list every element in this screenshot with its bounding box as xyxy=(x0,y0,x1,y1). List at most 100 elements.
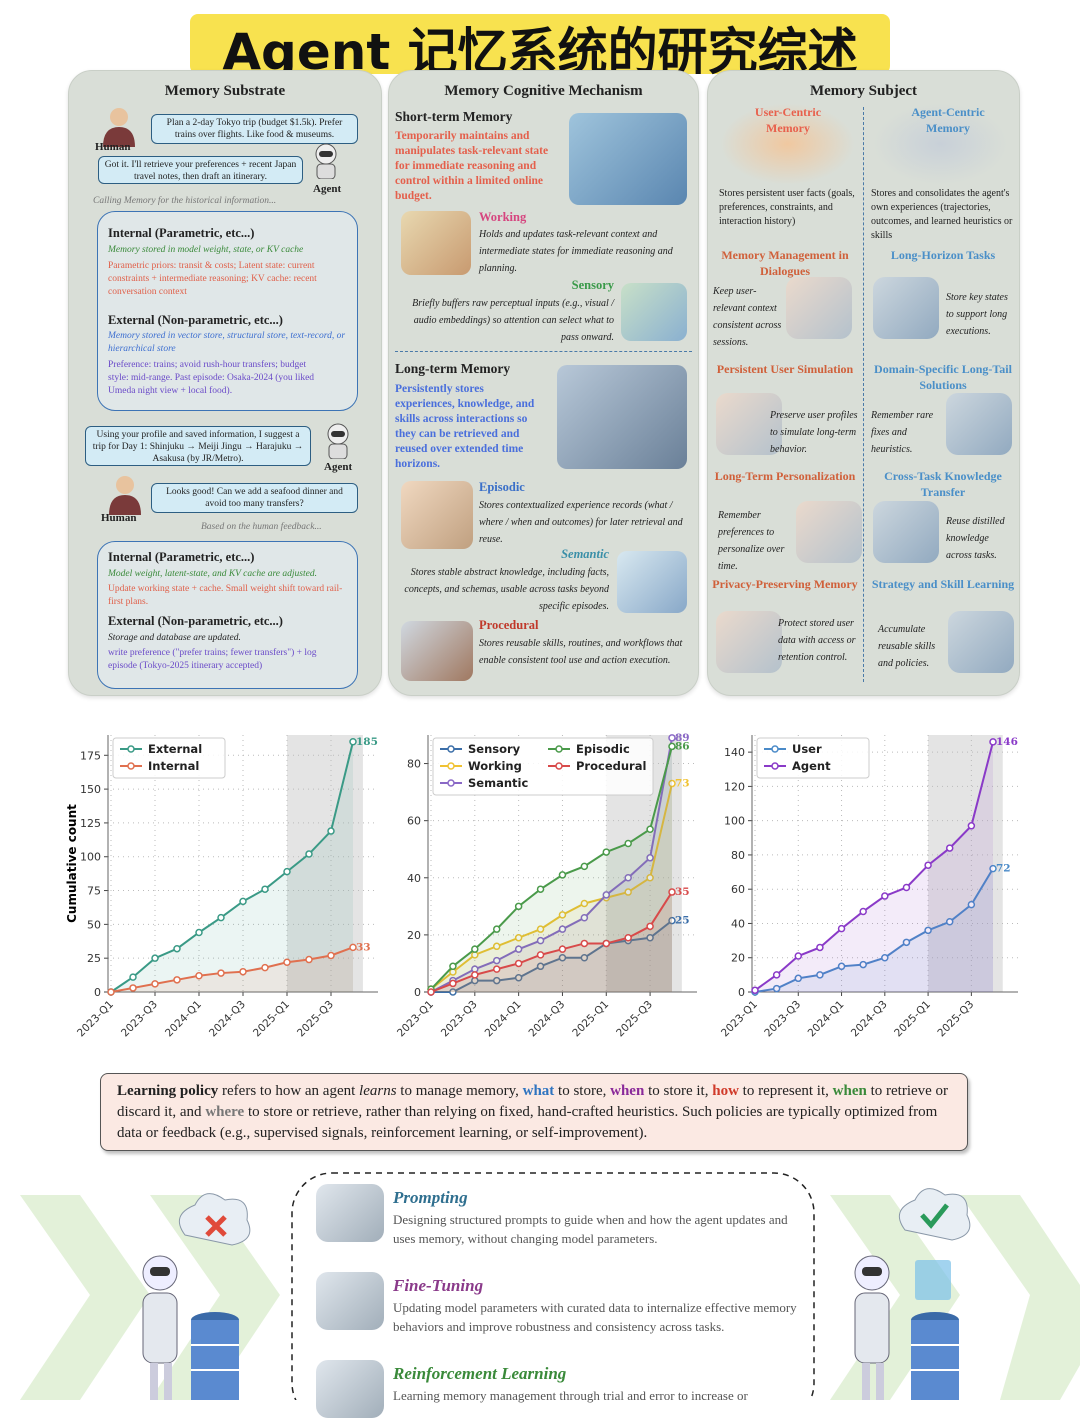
data-point xyxy=(668,779,676,788)
data-point xyxy=(624,839,632,848)
flow-note: Based on the human feedback... xyxy=(201,522,322,532)
speaker-label: Agent xyxy=(324,461,353,473)
human-icon xyxy=(109,476,141,515)
y-tick-label: 150 xyxy=(80,783,101,796)
data-point xyxy=(580,862,589,871)
policy-segment: to manage memory, xyxy=(396,1083,523,1099)
data-point xyxy=(305,955,313,964)
memory-example: write preference ("prefer trains; fewer … xyxy=(108,648,317,671)
section-definition: Persistently stores experiences, knowled… xyxy=(395,383,535,470)
data-point xyxy=(492,956,501,965)
legend-marker xyxy=(127,745,135,753)
item-desc: Store key states to support long executi… xyxy=(946,292,1008,337)
section-title: Long-term Memory xyxy=(395,361,511,376)
y-tick-label: 20 xyxy=(731,952,745,965)
method-title: Fine-Tuning xyxy=(393,1276,484,1295)
subject-desc: Stores and consolidates the agent's own … xyxy=(871,188,1013,241)
policy-segment: where xyxy=(205,1104,245,1120)
item-title: Long-Term Personalization xyxy=(714,469,856,483)
data-point xyxy=(349,943,357,952)
data-point xyxy=(602,939,611,948)
method-icon xyxy=(316,1184,384,1242)
data-point xyxy=(305,850,313,858)
chat-bubble: Using your profile and saved information… xyxy=(85,426,311,466)
series-line xyxy=(430,737,673,993)
data-point xyxy=(536,951,545,959)
legend-marker xyxy=(447,762,455,770)
subtype-title: Semantic xyxy=(561,547,609,561)
subtype-title: Episodic xyxy=(479,480,525,494)
y-tick-label: 140 xyxy=(724,746,745,759)
data-point xyxy=(646,933,654,942)
policy-segment: learns xyxy=(359,1083,397,1099)
policy-segment: to retrieve or discard it, and xyxy=(117,1083,949,1120)
illustration xyxy=(401,621,473,681)
value-label: 185 xyxy=(356,736,378,748)
robot-right xyxy=(854,1188,971,1400)
policy-segment: what xyxy=(522,1083,555,1099)
data-point xyxy=(492,965,501,973)
item-title: Persistent User Simulation xyxy=(716,362,854,376)
policy-segment: when xyxy=(610,1083,645,1099)
panel-header: Memory Substrate xyxy=(164,83,286,99)
data-point xyxy=(327,951,335,960)
legend-marker xyxy=(127,762,135,770)
method-icon xyxy=(316,1272,384,1330)
item-title: Privacy-Preserving Memory xyxy=(712,577,858,591)
x-tick-label: 2023-Q1 xyxy=(719,998,760,1039)
data-point xyxy=(514,959,523,968)
illustration xyxy=(873,277,939,339)
data-point xyxy=(558,911,567,919)
chat-bubble: Plan a 2-day Tokyo trip (budget $1.5k). … xyxy=(151,114,358,144)
legend-box xyxy=(432,737,654,796)
subject-desc: Stores persistent user facts (goals, pre… xyxy=(719,188,855,227)
legend-label: Procedural xyxy=(576,759,646,773)
data-point xyxy=(261,963,269,972)
y-tick-label: 40 xyxy=(407,872,421,885)
data-point xyxy=(195,928,203,937)
method-title: Prompting xyxy=(393,1188,468,1207)
data-point xyxy=(173,976,181,984)
mechanism-panel: Memory Cognitive Mechanism Short-term Me… xyxy=(388,70,699,696)
learning-policy-text: Learning policy refers to how an agent l… xyxy=(117,1083,948,1141)
method-icon xyxy=(316,1360,384,1418)
memory-box: Internal (Parametric, etc...) Model weig… xyxy=(97,541,358,689)
data-point xyxy=(668,742,676,751)
divider xyxy=(863,107,864,682)
method-desc: Updating model parameters with curated d… xyxy=(393,1300,797,1334)
subtype-title: Working xyxy=(479,210,527,224)
data-point xyxy=(945,844,954,852)
series-area xyxy=(111,947,353,992)
value-label: 33 xyxy=(356,941,371,953)
y-tick-label: 20 xyxy=(407,929,421,942)
data-point xyxy=(492,976,501,985)
policy-segment: to store or retrieve, rather than relyin… xyxy=(117,1104,938,1141)
subject-title: Agent-Centric Memory xyxy=(911,105,985,135)
series-area xyxy=(431,746,672,992)
legend-label: User xyxy=(792,742,822,756)
series-line xyxy=(754,741,994,992)
data-point xyxy=(471,971,479,979)
subtype-title: Procedural xyxy=(479,618,539,632)
item-title: Strategy and Skill Learning xyxy=(871,577,1015,591)
value-label: 72 xyxy=(996,863,1011,875)
subtype-title: Sensory xyxy=(571,278,614,292)
illustration xyxy=(569,113,687,205)
y-tick-label: 0 xyxy=(94,986,101,999)
data-point xyxy=(195,972,203,980)
data-point xyxy=(989,738,997,746)
data-point xyxy=(471,945,479,953)
item-desc: Keep user-relevant context consistent ac… xyxy=(713,286,782,348)
legend-label: External xyxy=(148,742,202,756)
x-tick-label: 2025-Q1 xyxy=(251,998,292,1039)
series-line xyxy=(430,783,673,990)
policy-segment: refers to how an agent xyxy=(218,1083,360,1099)
chevron-background xyxy=(20,1172,1080,1400)
policy-segment: how xyxy=(712,1083,739,1099)
data-point xyxy=(514,973,523,982)
policy-segment: Learning policy xyxy=(117,1083,219,1099)
data-point xyxy=(967,900,976,909)
data-point xyxy=(859,907,867,916)
data-point xyxy=(427,988,435,996)
